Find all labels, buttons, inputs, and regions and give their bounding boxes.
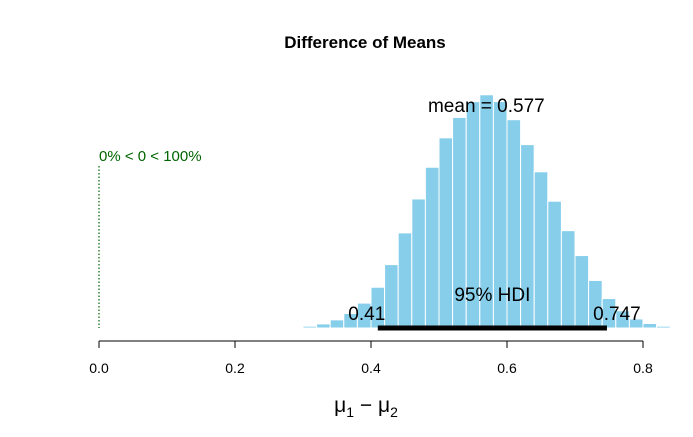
histogram-bar	[329, 319, 345, 329]
x-tick-label: 0.6	[497, 360, 517, 376]
x-tick-label: 0.4	[361, 360, 381, 376]
histogram-bar	[384, 264, 399, 329]
histogram-bar	[424, 166, 440, 329]
histogram-bar	[642, 322, 658, 329]
histogram-bar	[302, 325, 318, 329]
chart-title: Difference of Means	[284, 33, 446, 52]
histogram-bar	[397, 232, 413, 329]
x-tick-label: 0.0	[89, 360, 109, 376]
x-tick-label: 0.2	[225, 360, 245, 376]
x-axis-label-mu1: μ	[334, 394, 346, 417]
histogram-bar	[411, 198, 426, 329]
x-axis-label-sub1: 1	[346, 404, 354, 420]
x-axis-label-mu2: μ	[378, 394, 390, 417]
x-axis-label: μ1 − μ2	[334, 394, 398, 420]
histogram-bar	[560, 230, 576, 329]
histogram-bar	[316, 323, 331, 329]
hdi-label: 95% HDI	[454, 285, 530, 306]
x-tick-label: 0.8	[633, 360, 653, 376]
histogram-bar	[574, 255, 590, 329]
histogram-bar	[438, 137, 454, 329]
histogram-bar	[547, 200, 562, 329]
histogram-bar	[656, 325, 671, 329]
mean-label: mean = 0.577	[428, 96, 545, 117]
comparison-label: 0% < 0 < 100%	[99, 148, 202, 165]
hdi-low-label: 0.41	[348, 304, 385, 325]
histogram-bar	[533, 171, 549, 329]
x-axis-label-minus: −	[354, 394, 378, 417]
x-axis: 0.0 0.2 0.4 0.6 0.8	[89, 340, 653, 376]
x-axis-label-sub2: 2	[390, 404, 398, 420]
hdi-high-label: 0.747	[593, 304, 641, 325]
